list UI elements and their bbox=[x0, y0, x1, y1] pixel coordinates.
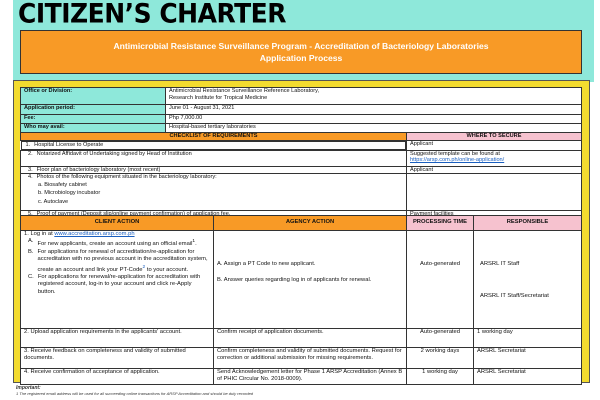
fee-label: Fee: bbox=[20, 114, 166, 124]
equipment-item: a. Biosafety cabinet bbox=[38, 181, 87, 188]
req-num: 3. bbox=[28, 166, 33, 173]
banner-title: Antimicrobial Resistance Surveillance Pr… bbox=[113, 41, 489, 51]
option-c: For applications for renewal/re-applicat… bbox=[37, 273, 201, 295]
online-application-link[interactable]: https://arsp.com.ph/online-application/ bbox=[410, 157, 505, 164]
resp-a: ARSRL IT Staff bbox=[480, 261, 520, 267]
req-num: 4. bbox=[28, 174, 33, 181]
office-line1: Antimicrobial Resistance Surveillance Re… bbox=[169, 88, 320, 94]
req-num: 1. bbox=[25, 142, 31, 148]
mark: A. bbox=[28, 238, 34, 245]
fee-value: Php 7,000.00 bbox=[165, 114, 582, 124]
where-1: Applicant bbox=[406, 140, 582, 151]
requirement-2: 2. Notarized Affidavit of Undertaking sig… bbox=[20, 149, 407, 167]
office-value: Antimicrobial Resistance Surveillance Re… bbox=[165, 87, 582, 105]
step-3-responsible: ARSRL Secretariat bbox=[473, 347, 582, 369]
client-action-header: CLIENT ACTION bbox=[20, 215, 214, 231]
option-end: to your account. bbox=[145, 266, 189, 273]
checklist-table: CHECKLIST OF REQUIREMENTS WHERE TO SECURE… bbox=[20, 132, 582, 220]
requirement-4: 4. Photos of the following equipment situ… bbox=[20, 173, 407, 212]
footnote-ref: 2 bbox=[142, 264, 146, 270]
time-text: Auto-generated bbox=[420, 261, 460, 267]
requirement-3: 3. Floor plan of bacteriology laboratory … bbox=[20, 165, 407, 175]
process-table: CLIENT ACTION AGENCY ACTION PROCESSING TIM… bbox=[20, 215, 582, 385]
agency-b: B. Answer queries regarding log in of ap… bbox=[217, 277, 372, 284]
program-banner: Antimicrobial Resistance Surveillance Pr… bbox=[20, 30, 582, 74]
equipment-item: b. Microbiology incubator bbox=[38, 190, 101, 197]
period-value: June 01 - August 31, 2021 bbox=[165, 104, 582, 115]
option-b: For applications for renewal of accredit… bbox=[37, 249, 210, 274]
req-text: Photos of the following equipment situat… bbox=[36, 174, 217, 181]
office-line2: Research Institute for Tropical Medicine bbox=[169, 94, 268, 101]
where-2: Suggested template can be found at https:… bbox=[406, 149, 582, 167]
req-text: Hospital License to Operate bbox=[34, 142, 104, 148]
accreditation-link[interactable]: www.accreditation.arsp.com.ph bbox=[54, 231, 135, 237]
where-4 bbox=[406, 173, 582, 212]
footnote-title: Important: bbox=[16, 385, 41, 391]
period-label: Application period: bbox=[20, 104, 166, 115]
step-2-time: Auto-generated bbox=[406, 328, 474, 348]
checklist-header: CHECKLIST OF REQUIREMENTS bbox=[20, 132, 407, 141]
step-4-client: 4. Receive confirmation of acceptance of… bbox=[20, 368, 214, 385]
step-3-time: 2 working days bbox=[406, 347, 474, 369]
step-4-agency: Send Acknowledgement letter for Phase 1 … bbox=[213, 368, 407, 385]
responsible-header: RESPONSIBLE bbox=[473, 215, 582, 231]
resp-b: ARSRL IT Staff/Secretariat bbox=[480, 293, 549, 300]
processing-time-header: PROCESSING TIME bbox=[406, 215, 474, 231]
page-title: CITIZEN’S CHARTER bbox=[18, 0, 286, 29]
footnotes: Important: 1 The registered email addres… bbox=[16, 385, 254, 397]
option-text: For new applicants, create an account us… bbox=[37, 241, 193, 248]
step-4-responsible: ARSRL Secretariat bbox=[473, 368, 582, 385]
step-2-agency: Confirm receipt of application documents… bbox=[213, 328, 407, 348]
step-2-responsible: 1 working day bbox=[473, 328, 582, 348]
equipment-item: c. Autoclave bbox=[38, 198, 69, 205]
office-label: Office or Division: bbox=[20, 87, 166, 105]
req-text: Notarized Affidavit of Undertaking signe… bbox=[36, 150, 192, 157]
footnote-1: 1 The registered email address will be u… bbox=[16, 391, 254, 396]
agency-action-header: AGENCY ACTION bbox=[213, 215, 407, 231]
step-2-client: 2. Upload application requirements in th… bbox=[20, 328, 214, 348]
req-text: Proof of payment (Deposit slip/online pa… bbox=[37, 211, 231, 218]
info-table: Office or Division: Antimicrobial Resista… bbox=[20, 87, 582, 133]
login-text: 1. Log in at bbox=[24, 231, 53, 237]
req-text: Floor plan of bacteriology laboratory (m… bbox=[36, 166, 161, 173]
option-end: . bbox=[195, 241, 197, 248]
req-num: 5. bbox=[28, 211, 33, 218]
where-header: WHERE TO SECURE bbox=[406, 132, 582, 141]
mark: C. bbox=[28, 273, 34, 280]
mark: B. bbox=[28, 248, 34, 255]
step-1-agency: A. Assign a PT Code to new applicant. B. … bbox=[213, 230, 407, 329]
step-4-time: 1 working day bbox=[406, 368, 474, 385]
footnote-ref: 1 bbox=[192, 239, 196, 245]
requirement-1: 1. Hospital License to Operate bbox=[20, 141, 406, 150]
step-3-client: 3. Receive feedback on completeness and … bbox=[20, 347, 214, 369]
banner-subtitle: Application Process bbox=[259, 53, 343, 63]
where-3: Applicant bbox=[406, 165, 582, 175]
option-a: For new applicants, create an account us… bbox=[37, 238, 196, 248]
step-1-responsible: ARSRL IT Staff ARSRL IT Staff/Secretariat bbox=[473, 230, 582, 329]
agency-a: A. Assign a PT Code to new applicant. bbox=[217, 261, 316, 267]
where-text: Suggested template can be found at bbox=[410, 150, 500, 157]
option-text: For applications for renewal of accredit… bbox=[37, 248, 208, 273]
req-num: 2. bbox=[28, 150, 33, 157]
step-1-client: 1. Log in at www.accreditation.arsp.com.… bbox=[20, 230, 214, 329]
step-3-agency: Confirm completeness and validity of sub… bbox=[213, 347, 407, 369]
step-1-time: Auto-generated bbox=[406, 230, 474, 329]
